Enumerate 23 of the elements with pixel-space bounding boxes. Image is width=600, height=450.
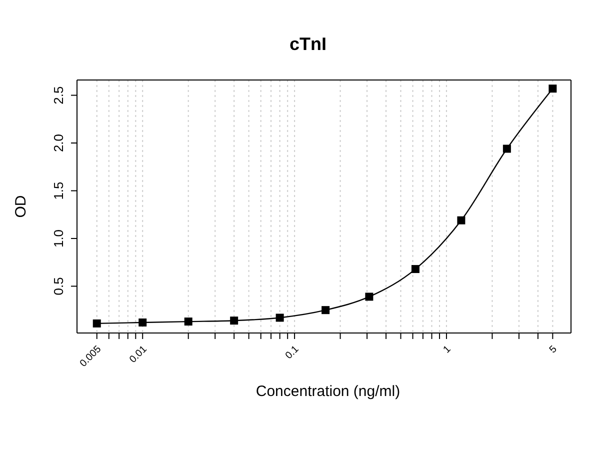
y-tick-label: 0.5 [51,277,66,296]
point [184,318,192,326]
point [138,318,147,326]
point [502,144,511,153]
chart-title: cTnI [288,34,328,55]
x-tick-label: 0.1 [284,344,302,362]
point [322,306,330,314]
x-axis-title: Concentration (ng/ml) [254,383,402,400]
x-tick-label: 5 [548,344,560,356]
y-tick-label: 1.0 [51,229,66,248]
y-tick-label: 2.0 [51,134,66,152]
x-tick-label: 0.01 [128,344,150,366]
point [365,292,374,301]
point [548,84,557,93]
y-tick-label: 1.5 [51,182,66,200]
x-tick-label: 1 [441,344,454,356]
point [457,216,466,224]
point [230,316,238,325]
point [411,265,420,274]
y-tick-label: 2.5 [51,86,66,104]
point [276,314,284,322]
y-axis-title: OD [12,194,30,220]
point [92,319,101,328]
